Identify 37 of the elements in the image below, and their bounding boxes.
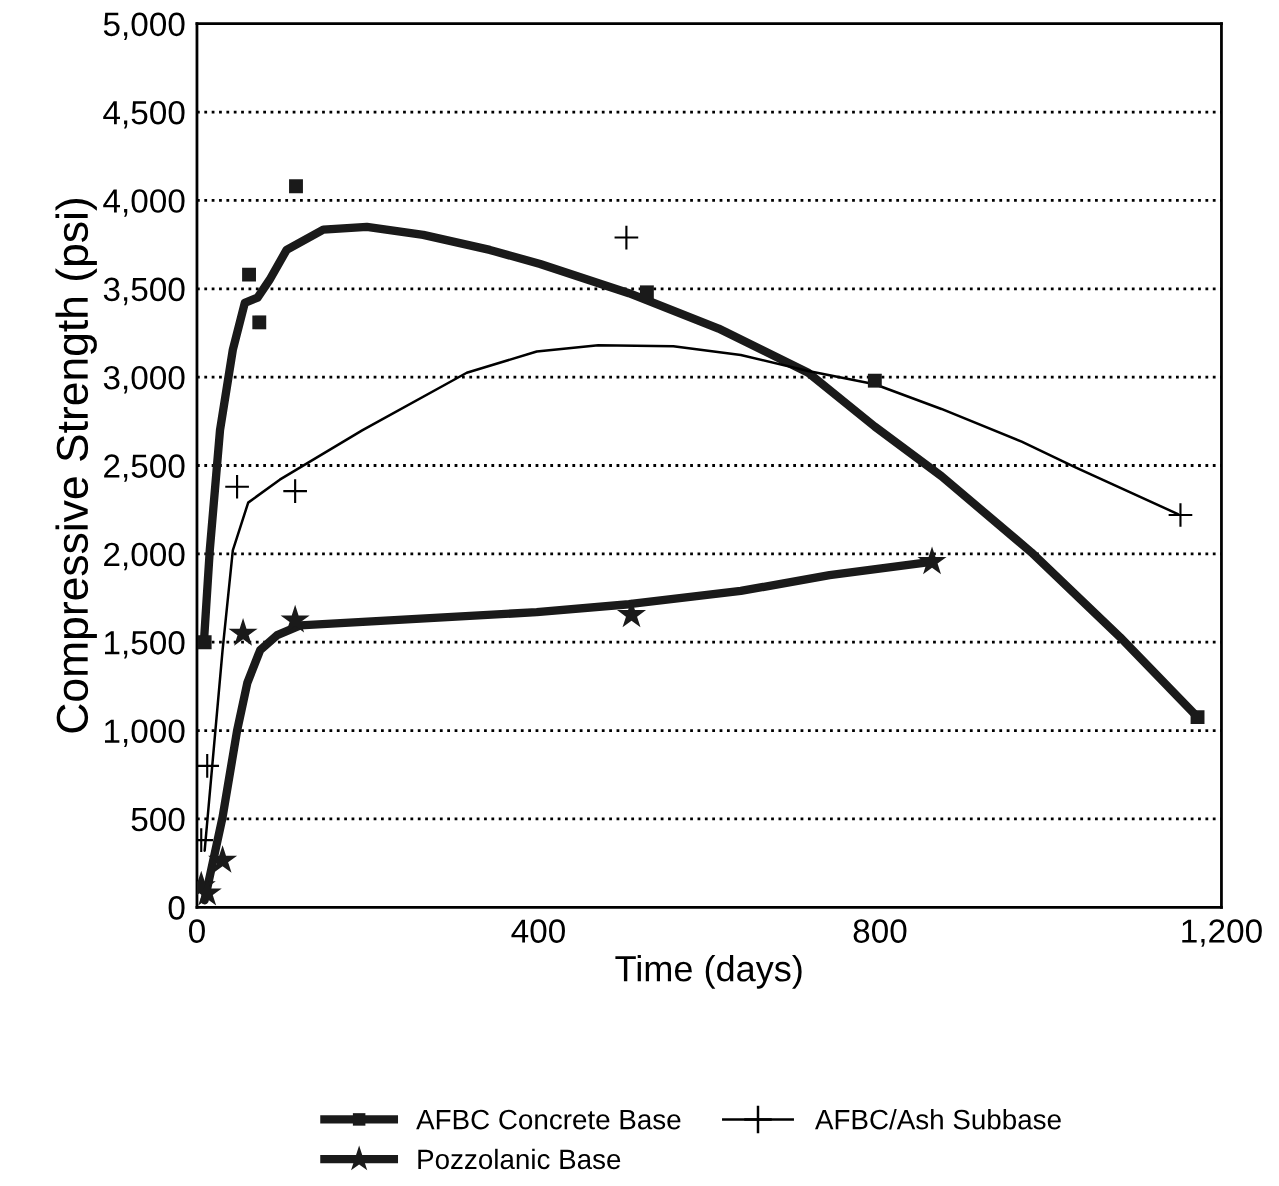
x-tick-label: 400 (511, 919, 565, 943)
point (289, 179, 303, 194)
point (917, 546, 947, 575)
point (197, 635, 212, 650)
point (280, 604, 310, 633)
point (639, 285, 654, 300)
y-tick-label: 3,500 (103, 277, 185, 306)
y-tick-label: 3,000 (103, 365, 185, 394)
point (616, 599, 647, 628)
y-tick-label: 5,000 (103, 12, 185, 41)
x-axis-title: Time (days) (615, 955, 802, 989)
point (283, 479, 307, 503)
legend-label: Pozzolanic Base (418, 1148, 621, 1170)
point (225, 474, 249, 499)
legend-label: AFBC Concrete Base (416, 1109, 681, 1130)
y-tick-label: 4,500 (103, 100, 185, 129)
y-tick-label: 500 (131, 807, 185, 832)
y-tick-label: 2,500 (104, 454, 185, 482)
y-tick-label: 2,000 (104, 542, 185, 571)
x-tick-label: 800 (853, 919, 907, 943)
point (252, 315, 267, 330)
point (614, 225, 639, 250)
y-axis-title: Compressive Strength (psi) (55, 199, 97, 733)
point (228, 618, 258, 646)
point (242, 267, 256, 282)
point (1190, 710, 1205, 725)
y-tick-label: 1,000 (104, 719, 185, 747)
y-tick-label: 0 (168, 896, 185, 920)
x-tick-label: 0 (189, 919, 205, 943)
point (1168, 503, 1193, 527)
x-tick-label: 1,200 (1182, 919, 1262, 947)
legend-label: AFBC/Ash Subbase (815, 1109, 1061, 1130)
point (196, 754, 220, 778)
y-tick-label: 1,500 (104, 631, 185, 659)
point (867, 373, 882, 388)
point (208, 845, 238, 873)
y-tick-label: 4,000 (103, 189, 185, 217)
